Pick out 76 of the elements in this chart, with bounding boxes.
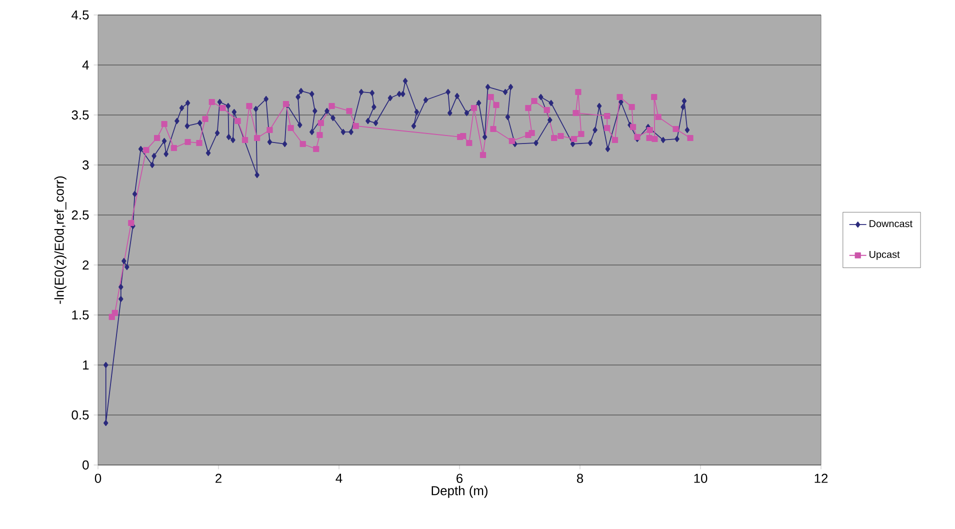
x-tick-label: 10 — [694, 474, 708, 483]
point — [528, 130, 535, 136]
point — [525, 104, 532, 112]
point — [328, 102, 335, 110]
point — [651, 94, 658, 100]
point — [460, 132, 466, 140]
point — [242, 136, 248, 144]
point — [575, 88, 582, 96]
y-tick-label: 2 — [82, 260, 89, 270]
legend-label: Downcast — [870, 220, 912, 228]
y-tick-label: 3.5 — [72, 110, 89, 120]
point — [254, 134, 260, 142]
point — [266, 126, 273, 134]
point — [687, 134, 694, 142]
x-tick-label: 2 — [216, 474, 222, 483]
y-tick-label: 4.5 — [72, 10, 89, 20]
x-axis-title: Depth (m) — [432, 486, 488, 498]
point — [470, 104, 478, 112]
y-tick-label: 3 — [82, 160, 89, 170]
legend-label: Upcast — [870, 250, 900, 260]
point — [143, 146, 150, 154]
point — [300, 140, 306, 148]
point — [572, 110, 579, 116]
x-tick-label: 12 — [814, 474, 828, 483]
point — [628, 104, 635, 110]
y-axis-title: -ln(E0(z)/E0d,ref_corr) — [54, 176, 66, 304]
point — [652, 136, 658, 142]
point — [154, 134, 160, 142]
point — [612, 136, 618, 144]
y-tick-label: 4 — [82, 60, 89, 70]
point — [655, 114, 662, 120]
point — [202, 116, 208, 122]
point — [604, 112, 610, 120]
point — [352, 122, 359, 130]
x-tick-label: 8 — [576, 474, 584, 483]
x-tick-label: 0 — [94, 474, 102, 483]
point — [220, 104, 226, 112]
point — [246, 102, 252, 110]
point — [558, 132, 564, 140]
point — [112, 310, 118, 316]
point — [490, 126, 496, 132]
point — [316, 132, 323, 138]
point — [346, 108, 352, 114]
point — [208, 98, 215, 106]
point — [480, 152, 486, 158]
point — [318, 120, 324, 126]
point — [234, 118, 241, 124]
point — [604, 124, 610, 132]
x-tick-label: 6 — [456, 474, 463, 483]
point — [531, 98, 538, 104]
point — [578, 130, 584, 138]
point — [630, 124, 636, 130]
y-tick-label: 0.5 — [72, 410, 89, 420]
point — [128, 220, 134, 226]
point — [170, 144, 177, 152]
point — [570, 136, 578, 142]
x-tick-label: 4 — [336, 474, 342, 483]
point — [646, 126, 653, 134]
y-tick-label: 2.5 — [72, 210, 89, 220]
point — [646, 134, 652, 142]
y-tick-label: 0 — [82, 460, 89, 470]
point — [466, 140, 472, 146]
point — [544, 106, 550, 114]
point — [551, 134, 558, 142]
point — [616, 94, 623, 100]
point — [488, 94, 494, 100]
point — [161, 120, 168, 128]
point — [184, 138, 191, 146]
point — [672, 126, 679, 132]
point — [508, 138, 515, 144]
y-tick-label: 1 — [83, 360, 89, 370]
point — [196, 140, 202, 146]
point — [493, 102, 500, 108]
point — [313, 146, 320, 152]
point — [288, 124, 294, 132]
y-tick-label: 1.5 — [72, 310, 89, 320]
